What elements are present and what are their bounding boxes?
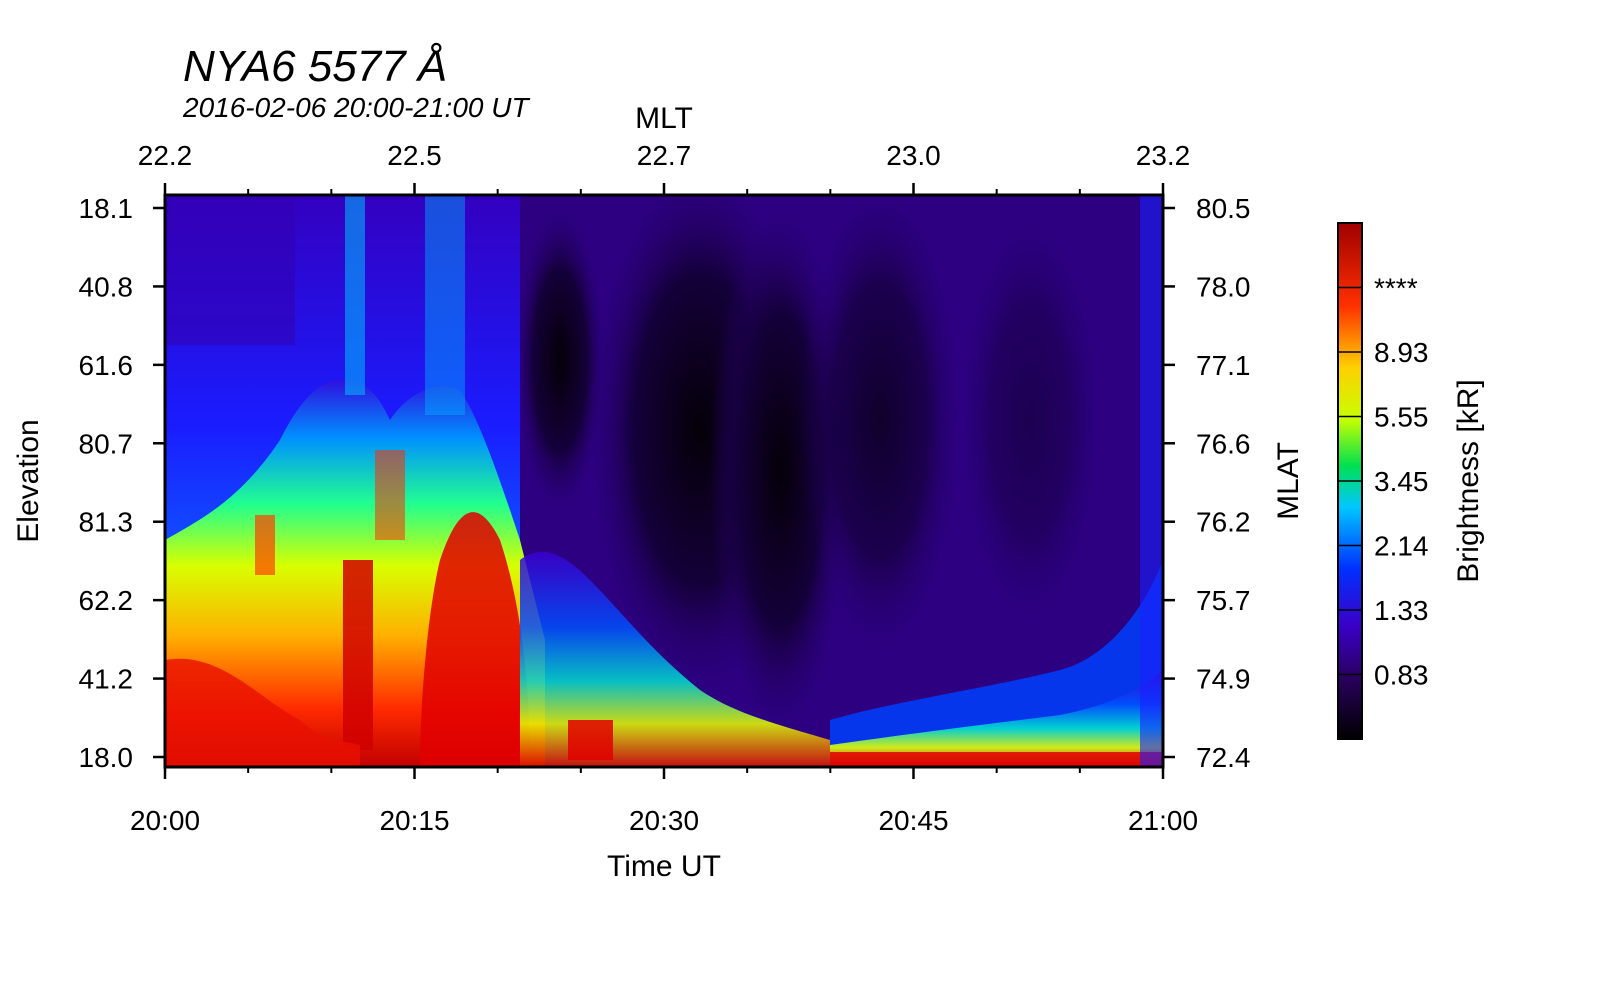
colorbar-tick-label: 3.45 bbox=[1374, 466, 1429, 497]
colorbar-tick-label: 0.83 bbox=[1374, 660, 1429, 691]
x-tick-label: 20:00 bbox=[130, 805, 200, 836]
chart-subtitle: 2016-02-06 20:00-21:00 UT bbox=[183, 92, 529, 123]
colorbar-axis: 0.83 1.33 2.14 3.45 5.55 8.93 **** bbox=[1338, 273, 1429, 691]
colorbar-title: Brightness [kR] bbox=[1452, 379, 1485, 582]
y-tick-label: 41.2 bbox=[79, 664, 134, 695]
y-tick-label: 40.8 bbox=[79, 271, 134, 302]
colorbar-tick-label: 1.33 bbox=[1374, 595, 1429, 626]
top-mlt-axis: 22.2 22.5 22.7 23.0 23.2 bbox=[138, 140, 1191, 195]
x-axis-title: Time UT bbox=[607, 850, 721, 883]
x-tick-label: 20:45 bbox=[878, 805, 948, 836]
colorbar-tick-label: 5.55 bbox=[1374, 402, 1429, 433]
x-tick-label: 20:30 bbox=[629, 805, 699, 836]
right-tick-label: 76.2 bbox=[1196, 507, 1251, 538]
y-tick-label: 18.1 bbox=[79, 193, 134, 224]
heatmap-image bbox=[165, 195, 1163, 767]
right-tick-label: 72.4 bbox=[1196, 742, 1251, 773]
top-tick-label: 22.7 bbox=[637, 140, 692, 171]
x-tick-label: 20:15 bbox=[379, 805, 449, 836]
right-mlat-axis: 80.5 78.0 77.1 76.6 76.2 75.7 74.9 72.4 bbox=[1163, 193, 1251, 773]
top-tick-label: 23.0 bbox=[886, 140, 941, 171]
chart-title: NYA6 5577 Å bbox=[183, 42, 448, 91]
colorbar-tick-label: **** bbox=[1374, 273, 1418, 304]
y-tick-label: 18.0 bbox=[79, 742, 134, 773]
top-tick-label: 23.2 bbox=[1136, 140, 1191, 171]
x-tick-label: 21:00 bbox=[1128, 805, 1198, 836]
right-tick-label: 76.6 bbox=[1196, 428, 1251, 459]
colorbar-tick-label: 2.14 bbox=[1374, 531, 1429, 562]
y-axis-title: Elevation bbox=[12, 419, 45, 542]
right-tick-label: 75.7 bbox=[1196, 585, 1251, 616]
y-tick-label: 80.7 bbox=[79, 428, 134, 459]
right-tick-label: 80.5 bbox=[1196, 193, 1251, 224]
x-axis: 20:00 20:15 20:30 20:45 21:00 bbox=[130, 189, 1198, 836]
y-tick-label: 62.2 bbox=[79, 585, 134, 616]
y-tick-label: 81.3 bbox=[79, 507, 134, 538]
y-tick-label: 61.6 bbox=[79, 350, 134, 381]
right-axis-title: MLAT bbox=[1272, 442, 1305, 520]
right-tick-label: 77.1 bbox=[1196, 350, 1251, 381]
top-tick-label: 22.5 bbox=[387, 140, 442, 171]
right-tick-label: 78.0 bbox=[1196, 271, 1251, 302]
top-axis-title: MLT bbox=[635, 102, 693, 135]
top-tick-label: 22.2 bbox=[138, 140, 193, 171]
colorbar-tick-label: 8.93 bbox=[1374, 337, 1429, 368]
right-tick-label: 74.9 bbox=[1196, 664, 1251, 695]
y-axis: 18.1 40.8 61.6 80.7 81.3 62.2 41.2 18.0 bbox=[79, 193, 165, 773]
